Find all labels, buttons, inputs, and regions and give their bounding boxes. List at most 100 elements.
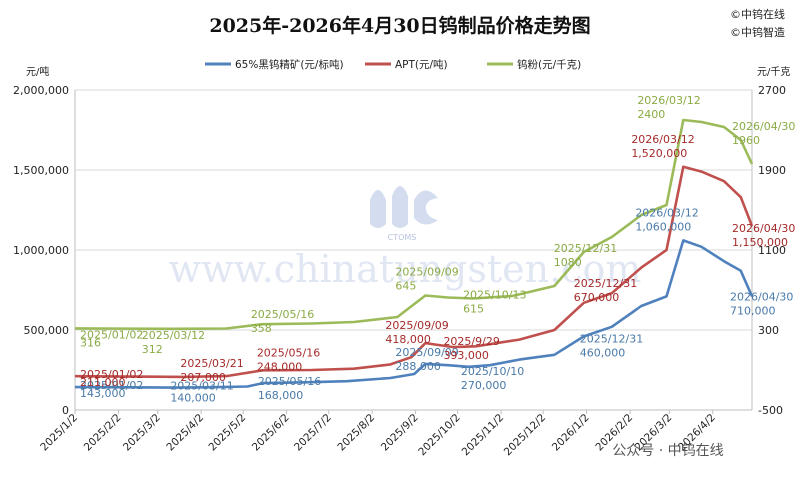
- data-label-value: 1080: [554, 256, 582, 269]
- data-label-date: 2025/12/31: [554, 242, 617, 255]
- y-right-tick-label: 1900: [758, 164, 786, 177]
- series-line-2: [74, 118, 754, 331]
- data-label-date: 2026/03/12: [635, 206, 698, 219]
- brand-line-1: ©中钨在线: [730, 7, 785, 21]
- y-right-tick-label: 1100: [758, 244, 786, 257]
- data-label-value: 143,000: [80, 387, 126, 400]
- data-label-date: 2025/01/02: [80, 379, 143, 392]
- data-label-value: 312: [142, 343, 163, 356]
- y-right-tick-label: 2700: [758, 84, 786, 97]
- data-label-value: 316: [80, 336, 101, 349]
- data-label-date: 2025/03/11: [170, 380, 233, 393]
- data-label-date: 2025/05/16: [258, 375, 321, 388]
- data-label-value: 670,000: [574, 291, 620, 304]
- series-lines: [74, 118, 754, 389]
- data-label-date: 2025/12/31: [574, 277, 637, 290]
- data-label-value: 207,000: [180, 371, 226, 384]
- data-label-date: 2025/9/29: [443, 335, 499, 348]
- data-label: 2026/03/121,060,000: [635, 206, 698, 233]
- data-label-date: 2025/09/09: [385, 319, 448, 332]
- data-label-value: 645: [395, 280, 416, 293]
- watermark-logo-icon: CTOMS: [370, 186, 438, 242]
- y-left-tick-label: 2,000,000: [13, 84, 69, 97]
- data-label-date: 2025/10/13: [463, 289, 526, 302]
- data-label-value: 1960: [732, 134, 760, 147]
- data-label-value: 418,000: [385, 333, 431, 346]
- data-label-date: 2025/03/21: [180, 357, 243, 370]
- data-label-value: 140,000: [170, 392, 216, 405]
- y-left-unit: 元/吨: [26, 65, 49, 78]
- series-line-1: [74, 165, 754, 379]
- data-label-date: 2026/03/12: [637, 94, 700, 107]
- legend-label: 钨粉(元/千克): [517, 58, 581, 71]
- y-right-tick-label: -500: [758, 404, 783, 417]
- y-left-tick-label: 500,000: [24, 324, 70, 337]
- data-label-date: 2026/04/30: [730, 290, 793, 303]
- legend-label: 65%黑钨精矿(元/标吨): [235, 58, 344, 71]
- chart-title: 2025年-2026年4月30日钨制品价格走势图: [209, 14, 590, 37]
- data-label-value: 248,000: [257, 360, 303, 373]
- data-label-value: 358: [251, 322, 272, 335]
- data-label: 2026/03/121,520,000: [631, 133, 694, 160]
- data-label-value: 288,000: [395, 360, 441, 373]
- footer-text: 公众号 · 中钨在线: [612, 443, 723, 459]
- data-label-value: 393,000: [443, 349, 489, 362]
- y-right-tick-label: 300: [758, 324, 779, 337]
- series-line-0: [74, 239, 754, 389]
- data-label-date: 2025/12/31: [580, 332, 643, 345]
- data-label: 2026/04/301,150,000: [732, 222, 795, 249]
- data-label-value: 1,520,000: [631, 147, 687, 160]
- y-left-tick-label: 0: [62, 404, 69, 417]
- watermark: CTOMS www.chinatungsten.com: [169, 186, 642, 291]
- data-label-date: 2026/03/12: [631, 133, 694, 146]
- legend-label: APT(元/吨): [395, 58, 448, 71]
- data-label-value: 1,060,000: [635, 220, 691, 233]
- data-label-value: 2400: [637, 108, 665, 121]
- data-labels: 2025/01/02143,0002025/03/11140,0002025/0…: [80, 94, 795, 405]
- data-label-value: 460,000: [580, 346, 626, 359]
- data-label-date: 2025/01/02: [80, 328, 143, 341]
- legend: 65%黑钨精矿(元/标吨) APT(元/吨) 钨粉(元/千克): [205, 58, 581, 71]
- y-left-tick-label: 1,000,000: [13, 244, 69, 257]
- data-label-value: 168,000: [258, 389, 304, 402]
- data-label-date: 2025/05/16: [251, 308, 314, 321]
- data-label-date: 2025/09/09: [395, 346, 458, 359]
- data-label-date: 2025/09/09: [395, 266, 458, 279]
- watermark-text: www.chinatungsten.com: [169, 247, 642, 291]
- data-label-value: 615: [463, 303, 484, 316]
- y-right-unit: 元/千克: [757, 66, 790, 78]
- data-label-date: 2025/01/02: [80, 368, 143, 381]
- brand-line-2: ©中钨智造: [730, 25, 785, 39]
- data-label-date: 2026/04/30: [732, 120, 795, 133]
- data-label-value: 1,150,000: [732, 236, 788, 249]
- data-label-date: 2025/10/10: [461, 365, 524, 378]
- data-label-date: 2026/04/30: [732, 222, 795, 235]
- data-label-value: 211,000: [80, 376, 126, 389]
- watermark-logo-text: CTOMS: [388, 233, 417, 242]
- data-label-date: 2025/05/16: [257, 346, 320, 359]
- y-left-tick-label: 1,500,000: [13, 164, 69, 177]
- data-label-value: 710,000: [730, 304, 776, 317]
- data-label-value: 270,000: [461, 379, 507, 392]
